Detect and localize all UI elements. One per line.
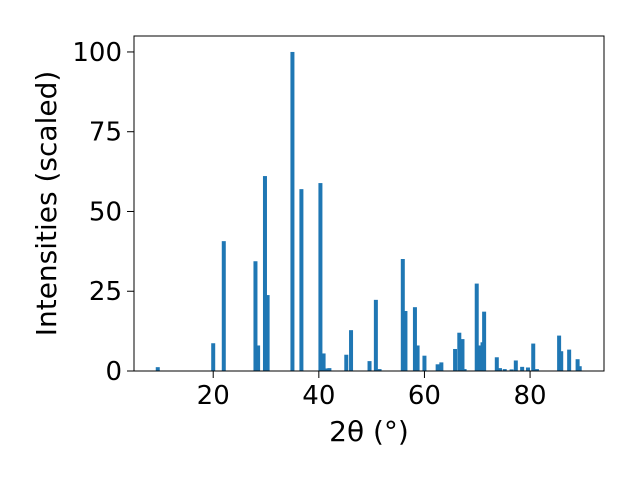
bar [377, 369, 382, 371]
bar [373, 299, 378, 371]
bar [435, 364, 440, 371]
bar [290, 51, 295, 371]
bar [457, 332, 462, 371]
bar [439, 362, 444, 371]
bar [478, 345, 483, 371]
bar [256, 345, 261, 371]
bar [327, 368, 332, 371]
bar [367, 361, 372, 371]
x-axis-label: 2θ (°) [329, 415, 409, 448]
bar [559, 351, 564, 371]
bar [325, 368, 330, 371]
plot-frame [133, 35, 605, 372]
bar [415, 345, 420, 371]
bar [497, 368, 502, 371]
bar [349, 330, 354, 371]
bar [211, 343, 216, 371]
y-axis-label: Intensities (scaled) [30, 71, 63, 337]
bar [403, 311, 408, 371]
bar [265, 295, 270, 371]
bar [509, 369, 514, 371]
bar [513, 360, 518, 371]
ticks-group: 20 40 60 80 0 25 50 75 100 [72, 38, 546, 411]
bar [575, 359, 580, 371]
bar [253, 261, 258, 371]
bar [422, 355, 427, 371]
bar [531, 343, 536, 371]
x-tick-label: 60 [408, 381, 441, 411]
bar [262, 176, 267, 371]
bar [494, 357, 499, 371]
bar [155, 367, 160, 371]
bar [318, 183, 323, 371]
bar [567, 349, 572, 371]
bar [221, 241, 226, 371]
bar [577, 366, 582, 371]
x-tick-label: 20 [197, 381, 230, 411]
bar [453, 348, 458, 371]
bar [344, 354, 349, 371]
bar [525, 367, 530, 371]
y-tick-label: 100 [72, 38, 122, 68]
bar [482, 311, 487, 371]
y-tick-label: 0 [105, 357, 122, 387]
bar [412, 307, 417, 371]
x-tick-label: 80 [514, 381, 547, 411]
bars-group [155, 51, 582, 371]
bar [502, 369, 507, 371]
bar [460, 339, 465, 371]
y-tick-label: 25 [89, 277, 122, 307]
bar [520, 366, 525, 371]
bar [400, 259, 405, 371]
y-tick-label: 75 [89, 118, 122, 148]
bar [321, 353, 326, 371]
bar [299, 189, 304, 371]
y-tick-label: 50 [89, 197, 122, 227]
x-tick-label: 40 [302, 381, 335, 411]
bar [557, 335, 562, 371]
bar [474, 283, 479, 371]
bar [462, 369, 467, 371]
bar [534, 369, 539, 371]
